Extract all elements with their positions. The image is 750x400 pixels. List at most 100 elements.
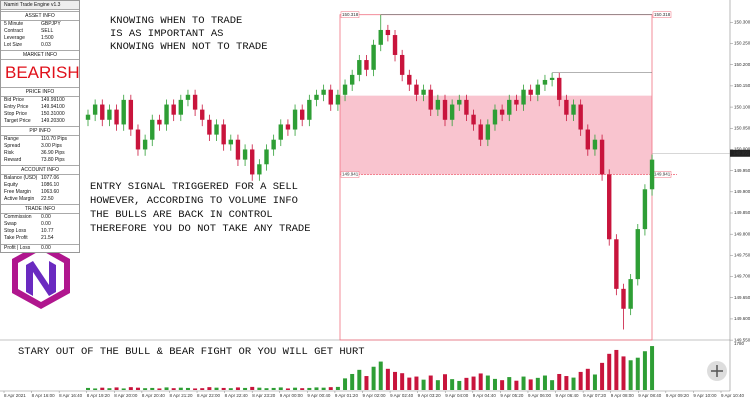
volume-bar [592, 374, 597, 390]
y-tick-label: 149.650 [734, 295, 750, 300]
candle-body [228, 139, 233, 145]
candle-body [564, 99, 569, 115]
info-row: Active Margin 22.50 [1, 196, 79, 203]
x-tick-label: 9 Apr 02:00 [363, 393, 387, 398]
volume-bar [171, 388, 176, 390]
volume-bar [343, 378, 348, 390]
volume-bar [235, 387, 240, 390]
info-row: Commission 0.00 [1, 214, 79, 221]
current-tag [730, 149, 750, 157]
info-value: SELL [41, 28, 54, 34]
candle-body [264, 149, 269, 165]
info-row: Target Price 149.20300 [1, 118, 79, 125]
x-tick-label: 9 Apr 02:40 [390, 393, 414, 398]
info-value: 21.54 [41, 235, 54, 241]
info-label: Risk [4, 150, 14, 156]
volume-bar [307, 387, 312, 390]
volume-bar [428, 375, 433, 390]
candle-body [392, 35, 398, 55]
candle-body [528, 89, 533, 95]
candle-body [178, 99, 184, 115]
candle-body [342, 84, 348, 95]
info-value: 1063.60 [41, 189, 60, 195]
volume-bar [564, 376, 569, 390]
level-tag [652, 11, 672, 18]
x-tick-label: 9 Apr 09:20 [666, 393, 690, 398]
info-value: 1086.10 [41, 182, 60, 188]
x-tick-label: 9 Apr 07:20 [583, 393, 607, 398]
volume-bar [214, 387, 219, 390]
volume-bar [335, 386, 340, 390]
info-value: 0.00 [41, 245, 51, 251]
candle-body [321, 89, 326, 95]
volume-bar [228, 388, 233, 390]
candle-body [307, 99, 312, 120]
volume-bar [200, 388, 205, 390]
volume-bar [514, 380, 519, 390]
candle-body [207, 119, 212, 135]
candle-body [328, 89, 333, 105]
volume-bar [614, 349, 619, 390]
info-label: Balance (USD) [4, 175, 38, 181]
candle-body [114, 109, 119, 125]
x-tick-label: 9 Apr 04:40 [473, 393, 497, 398]
candle-body [571, 104, 576, 115]
candle-body [407, 74, 412, 85]
candle-body [171, 104, 176, 115]
volume-bar [414, 376, 419, 390]
candle-body [378, 29, 383, 45]
level-tag [340, 11, 360, 18]
x-tick-label: 8 Apr 20:40 [142, 393, 166, 398]
level-tag [340, 171, 360, 178]
volume-bar [150, 387, 155, 390]
x-tick-label: 9 Apr 06:00 [528, 393, 552, 398]
candle-body [242, 149, 248, 160]
info-value: 1:500 [41, 35, 54, 41]
volume-tick-label: 1780 [734, 341, 745, 346]
volume-bar [193, 388, 198, 390]
candle-body [271, 139, 276, 150]
volume-bar [393, 371, 398, 390]
info-row: Profit | Loss 0.00 [1, 244, 79, 252]
candle-body [464, 99, 469, 115]
candle-body [235, 139, 241, 160]
info-label: Commission [4, 214, 32, 220]
zoom-icon[interactable] [707, 361, 727, 381]
volume-bar [350, 373, 355, 390]
volume-bar [328, 387, 333, 390]
volume-bar [86, 387, 90, 390]
info-value: 10.77 [41, 228, 54, 234]
candle-body [121, 99, 126, 125]
candle-body [371, 44, 376, 70]
volume-bar [542, 375, 547, 390]
level-label: 150.318 [342, 12, 359, 17]
info-label: Bid Price [4, 97, 25, 103]
info-label: Stop Price [4, 111, 28, 117]
candle-body [314, 94, 319, 100]
info-label: Stop Loss [4, 228, 27, 234]
volume-bar [157, 388, 162, 390]
info-label: Spread [4, 143, 21, 149]
info-row: Lot Size 0.03 [1, 42, 79, 49]
info-value: 149.94100 [41, 104, 65, 110]
info-value: 0.00 [41, 214, 51, 220]
volume-bar [492, 378, 497, 390]
volume-bar [371, 366, 376, 390]
volume-bar [400, 373, 405, 390]
candle-body [164, 104, 169, 125]
candle-body [357, 60, 362, 75]
panel-title: Namiri Trade Engine v1.3 [1, 1, 79, 10]
candle-body [557, 77, 562, 100]
candle-body [449, 104, 455, 120]
volume-bar [357, 369, 362, 390]
volume-bar [600, 362, 605, 390]
candle-body [221, 124, 226, 145]
candle-body [507, 99, 512, 115]
candle-body [85, 114, 91, 120]
candle-body [278, 124, 283, 140]
section-header: MARKET INFO [1, 50, 79, 60]
volume-bar [535, 377, 540, 390]
x-tick-label: 8 Apr 16:00 [32, 393, 56, 398]
y-tick-label: 150.200 [734, 62, 750, 67]
volume-bar [578, 371, 583, 390]
